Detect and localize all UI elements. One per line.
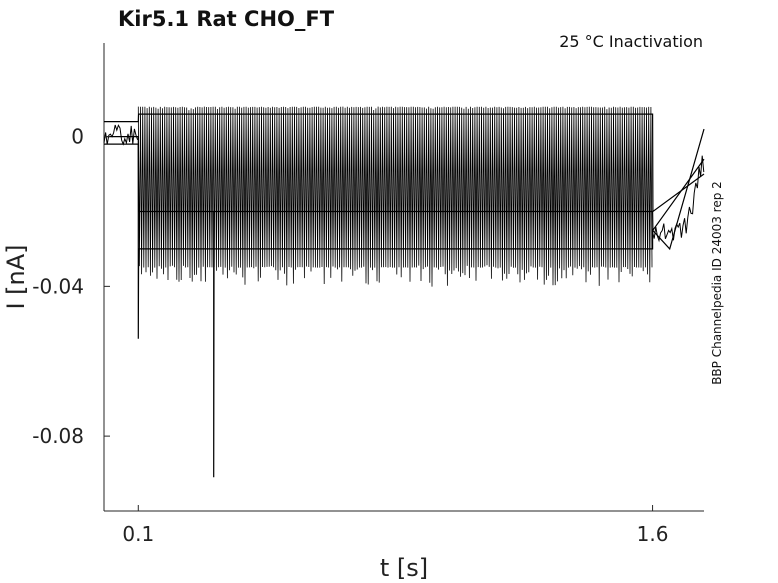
chart-subtitle: 25 °C Inactivation [559, 32, 703, 51]
series-line-3 [104, 143, 705, 478]
y-tick-label-2: -0.08 [32, 424, 84, 448]
axes [103, 43, 704, 512]
trace-pre [103, 124, 139, 146]
y-axis-label: I [nA] [2, 244, 30, 309]
y-tick-label-0: 0 [71, 125, 84, 149]
traces [103, 106, 705, 478]
series-line-2 [104, 113, 705, 213]
ticks: 0 -0.04 -0.08 0.1 1.6 [32, 125, 668, 546]
trace-band [137, 106, 653, 287]
chart-title: Kir5.1 Rat CHO_FT [118, 7, 335, 31]
side-label: BBP Channelpedia ID 24003 rep 2 [710, 181, 724, 385]
trace-post [652, 155, 705, 243]
y-tick-label-1: -0.04 [32, 274, 84, 298]
x-tick-label-0: 0.1 [122, 522, 154, 546]
x-tick-label-1: 1.6 [637, 522, 669, 546]
x-axis-label: t [s] [380, 554, 428, 582]
